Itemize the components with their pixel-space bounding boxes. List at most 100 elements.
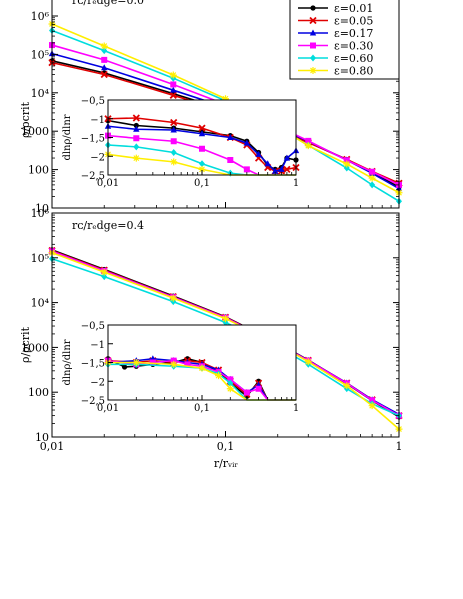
inset-series-2-point-8 (271, 167, 279, 174)
y-tick-label: 10⁴ (31, 297, 50, 310)
y-tick-label: 10⁴ (31, 87, 50, 100)
inset-series-1-point-1 (132, 114, 140, 122)
inset-series-5-point-2 (170, 360, 178, 368)
inset-series-5-point-3 (198, 165, 206, 173)
series-3-point-6 (343, 157, 350, 164)
inset-series-2-point-5 (243, 139, 251, 146)
series-5-point-7 (368, 174, 376, 182)
inset-series-3-point-4 (227, 157, 234, 163)
series-5-point-6 (343, 382, 351, 390)
panel-top: 10 100 1000 10⁴ 10⁵ 10⁶ ρ/ρcrit rᴄ/rₑdge=0.0 −… (19, 0, 403, 215)
inset-y-tick-label: −0,5 (81, 96, 105, 107)
inset-series-line-5 (108, 361, 296, 401)
series-1-point-1 (100, 70, 108, 79)
panel-bottom: 10 100 1000 10⁴ 10⁵ 10⁶ 0,01 0,1 1 ρ/ρcrit rᴄ/rₑd… (19, 207, 403, 453)
series-5-point-7 (368, 402, 376, 410)
inset-series-2-point-9 (278, 165, 285, 172)
inset-y-tick-label: −1 (90, 340, 105, 351)
y-tick-label: 1000 (21, 125, 49, 138)
inset-series-5-point-1 (132, 154, 140, 162)
inset-series-0-point-1 (133, 122, 139, 129)
legend-label-5: ε=0.80 (334, 65, 373, 78)
bottom-panel-annotation: rᴄ/rₑdge=0.4 (72, 219, 144, 232)
legend-marker-0 (310, 5, 316, 11)
legend-label-1: ε=0.05 (334, 15, 373, 28)
inset-x-tick-label: 0,1 (194, 403, 210, 414)
inset-series-5-point-3 (198, 364, 206, 372)
inset-series-1-point-2 (170, 118, 178, 127)
inset-series-2-point-2 (170, 126, 177, 133)
series-3-point-5 (305, 137, 312, 144)
inset-series-3-point-1 (133, 135, 140, 142)
inset-series-5-point-5 (226, 385, 234, 393)
inset-y-tick-label: −2 (90, 152, 105, 163)
inset-series-3-point-4 (184, 361, 191, 368)
legend-label-2: ε=0.17 (334, 27, 373, 40)
inset-series-5-point-1 (132, 359, 140, 366)
y-axis-label: ρ/ρcrit (19, 101, 32, 138)
inset-series-4-point-5 (227, 379, 234, 387)
inset-x-tick-label: 0,1 (194, 178, 210, 189)
legend-marker-5 (309, 67, 317, 74)
inset-series-4-point-2 (170, 149, 177, 156)
legend-marker-4 (310, 54, 316, 62)
inset-y-axis-label: dlnρ/dlnr (62, 114, 73, 160)
inset-x-tick-label: 1 (293, 178, 299, 189)
inset-y-tick-label: −2,5 (81, 171, 105, 182)
series-4-point-7 (369, 181, 376, 189)
inset-y-tick-label: −2 (90, 377, 105, 388)
legend-label-3: ε=0.30 (334, 40, 373, 53)
y-tick-label: 100 (28, 164, 49, 177)
inset-x-tick-label: 1 (293, 403, 299, 414)
x-tick-label: 0,01 (40, 440, 65, 453)
inset-y-tick-label: −2,5 (81, 396, 105, 407)
series-5-point-3 (222, 315, 229, 323)
inset-series-2-point-6 (255, 150, 262, 157)
inset-y-tick-label: −1 (90, 115, 105, 126)
inset-series-3-point-3 (199, 145, 205, 152)
inset-x-tick-label: 0,01 (97, 403, 119, 414)
y-tick-label: 1000 (21, 341, 49, 354)
inset-series-2-point-10 (283, 154, 291, 161)
inset-y-tick-label: −1,5 (81, 359, 105, 370)
y-axis-label: ρ/ρcrit (19, 326, 32, 363)
y-tick-label: 10 (35, 431, 49, 444)
series-5-point-1 (100, 268, 108, 276)
series-5-point-5 (304, 142, 312, 150)
series-4-point-1 (101, 273, 108, 281)
inset-series-5-point-2 (170, 158, 178, 166)
legend-label-4: ε=0.60 (334, 52, 373, 65)
inset-x-tick-label: 0,01 (97, 178, 119, 189)
inset-y-tick-label: −1,5 (81, 134, 105, 145)
legend-marker-1 (309, 16, 317, 25)
series-4-point-1 (101, 47, 108, 55)
y-tick-label: 10⁶ (31, 207, 50, 220)
series-3-point-7 (369, 397, 376, 404)
x-tick-label: 0,1 (217, 440, 235, 453)
y-tick-label: 10⁵ (31, 252, 49, 265)
inset-series-1-point-10 (283, 165, 291, 174)
inset-series-2-point-4 (227, 134, 234, 140)
inset-series-3-point-8 (243, 389, 250, 396)
inset-y-tick-label: −0,5 (81, 321, 105, 332)
legend: ε=0.01ε=0.05ε=0.17ε=0.30ε=0.60ε=0.80 (289, 0, 400, 80)
inset-series-3-point-9 (255, 385, 262, 392)
series-3-point-2 (170, 81, 177, 88)
x-tick-label: 1 (396, 440, 403, 453)
series-5-point-1 (100, 42, 108, 50)
y-tick-label: 10 (35, 202, 49, 215)
inset-series-line-2 (107, 125, 297, 173)
series-5-point-6 (343, 160, 351, 168)
bottom-inset: −0,5 −1 −1,5 −2 −2,50,01 0,1 1 dlnρ/dlnr (62, 321, 299, 414)
legend-marker-2 (309, 29, 317, 36)
series-2-point-1 (101, 64, 108, 71)
series-3-point-1 (101, 56, 108, 63)
x-axis-label: r/rᵥᵢᵣ (214, 457, 239, 470)
series-1-point-2 (169, 91, 177, 99)
top-inset: −0,5 −1 −1,5 −2 −2,50,01 0,1 1 dlnρ/dlnr (62, 96, 300, 189)
series-2-point-2 (170, 86, 177, 93)
inset-series-4-point-1 (133, 143, 140, 151)
inset-series-2-point-3 (198, 130, 206, 137)
series-3-point-7 (369, 168, 376, 175)
